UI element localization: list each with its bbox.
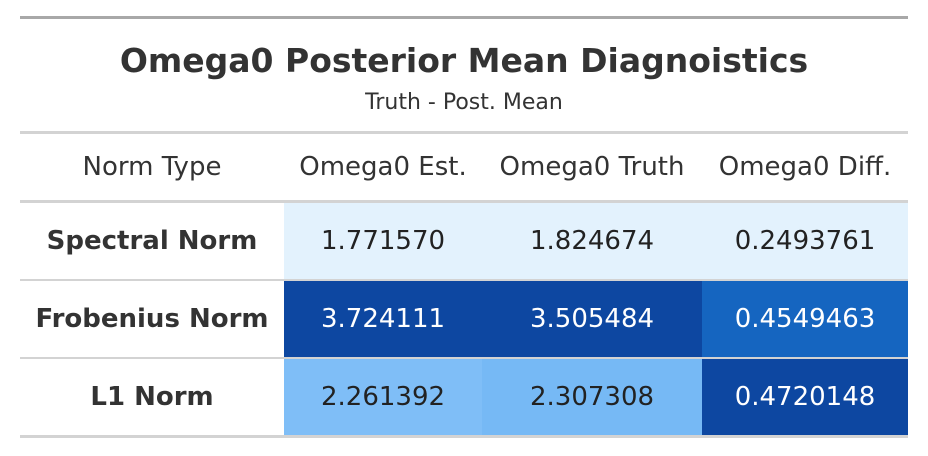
table-cell: 0.2493761 xyxy=(702,201,908,280)
table-row: Spectral Norm 1.771570 1.824674 0.249376… xyxy=(20,201,908,280)
column-header-norm-type: Norm Type xyxy=(82,152,222,182)
column-header-omega0-est: Omega0 Est. xyxy=(299,152,467,182)
header-rule xyxy=(20,131,908,134)
diagnostics-table-container: Omega0 Posterior Mean Diagnoistics Truth… xyxy=(20,16,908,438)
table-row: L1 Norm 2.261392 2.307308 0.4720148 xyxy=(20,358,908,437)
table-cell: 3.724111 xyxy=(284,280,482,358)
table-cell: 0.4720148 xyxy=(702,358,908,437)
table-cell: 1.771570 xyxy=(284,201,482,280)
row-label: L1 Norm xyxy=(20,358,284,437)
table-cell: 0.4549463 xyxy=(702,280,908,358)
table-title: Omega0 Posterior Mean Diagnoistics xyxy=(119,41,809,80)
table-row: Frobenius Norm 3.724111 3.505484 0.45494… xyxy=(20,280,908,358)
column-header-omega0-diff: Omega0 Diff. xyxy=(718,152,892,182)
table-cell: 1.824674 xyxy=(482,201,702,280)
column-header-omega0-truth: Omega0 Truth xyxy=(499,152,685,182)
top-rule xyxy=(20,16,908,19)
table-subtitle: Truth - Post. Mean xyxy=(365,90,563,115)
table-cell: 2.307308 xyxy=(482,358,702,437)
row-label: Frobenius Norm xyxy=(20,280,284,358)
table-cell: 3.505484 xyxy=(482,280,702,358)
diagnostics-table: Norm Type Omega0 Est. Omega0 Truth Omega… xyxy=(20,134,908,438)
table-cell: 2.261392 xyxy=(284,358,482,437)
header-row: Norm Type Omega0 Est. Omega0 Truth Omega… xyxy=(20,134,908,202)
row-label: Spectral Norm xyxy=(20,201,284,280)
